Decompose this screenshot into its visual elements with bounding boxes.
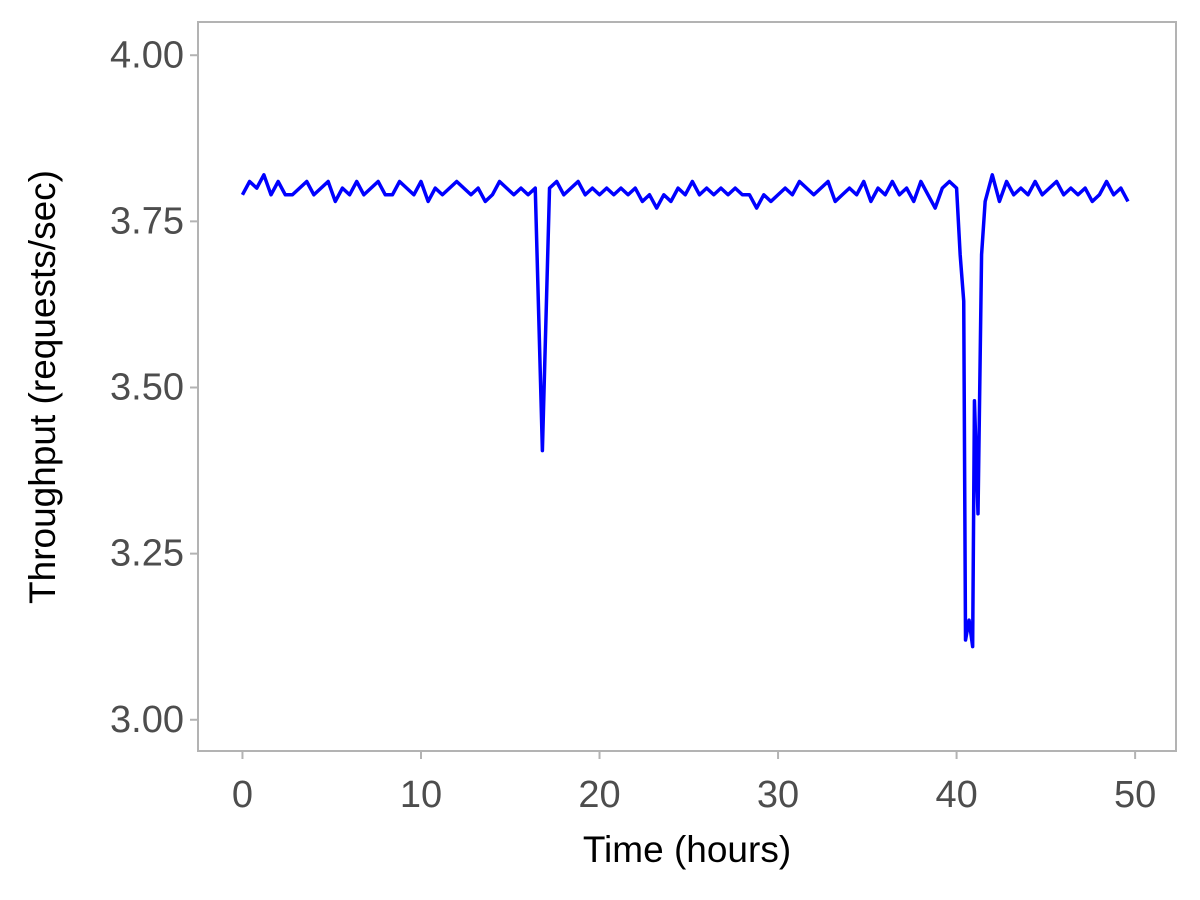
y-tick-label: 4.00 <box>110 34 184 76</box>
y-tick-label: 3.25 <box>110 533 184 575</box>
y-tick-label: 3.00 <box>110 699 184 741</box>
y-tick-label: 3.50 <box>110 367 184 409</box>
y-tick-label: 3.75 <box>110 200 184 242</box>
x-axis-title: Time (hours) <box>583 829 791 870</box>
x-tick-label: 10 <box>400 774 442 816</box>
x-tick-label: 40 <box>935 774 977 816</box>
x-tick-label: 50 <box>1114 774 1156 816</box>
panel-border <box>197 21 1177 752</box>
x-tick-label: 0 <box>232 774 253 816</box>
y-axis-title: Throughput (requests/sec) <box>22 170 63 604</box>
x-tick-label: 20 <box>578 774 620 816</box>
x-tick-label: 30 <box>757 774 799 816</box>
line-series <box>240 173 1130 649</box>
